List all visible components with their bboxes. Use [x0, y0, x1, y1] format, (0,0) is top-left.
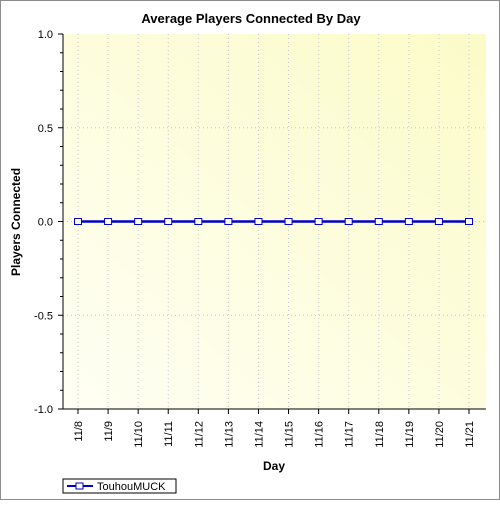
data-point	[434, 218, 443, 225]
legend: TouhouMUCK	[62, 478, 177, 494]
x-tick-label: 11/8	[73, 421, 85, 442]
data-point	[465, 218, 473, 225]
y-tick-label: -0.5	[34, 310, 53, 322]
x-tick-label: 11/10	[133, 421, 145, 448]
data-point	[284, 218, 293, 225]
legend-label: TouhouMUCK	[97, 481, 166, 493]
y-tick-label: 1.0	[38, 29, 53, 41]
chart-title: Average Players Connected By Day	[141, 11, 361, 26]
data-point	[224, 218, 233, 225]
x-tick-label: 11/16	[314, 421, 326, 448]
data-point	[104, 218, 113, 225]
x-tick-label: 11/21	[464, 421, 476, 448]
data-point	[374, 218, 383, 225]
x-axis-ticks: 11/8 11/9 11/10 11/11 11/12 11/13 11/14 11/15 11…	[73, 409, 476, 448]
data-point	[254, 218, 263, 225]
data-point	[194, 218, 203, 225]
y-axis-title: Players Connected	[9, 168, 23, 276]
data-point	[404, 218, 413, 225]
y-tick-label: 0.0	[38, 217, 53, 229]
data-point	[314, 218, 323, 225]
data-point	[344, 218, 353, 225]
x-tick-label: 11/14	[253, 421, 265, 448]
y-axis-ticks: 1.0 0.5 0.0 -0.5 -1.0	[34, 29, 63, 416]
y-tick-label: 0.5	[38, 123, 53, 135]
x-tick-label: 11/18	[374, 421, 386, 448]
x-tick-label: 11/15	[284, 421, 296, 448]
y-tick-label: -1.0	[34, 404, 53, 416]
x-tick-label: 11/17	[344, 421, 356, 448]
series-layer	[74, 218, 473, 225]
legend-series-marker	[75, 482, 84, 490]
x-tick-label: 11/12	[193, 421, 205, 448]
x-axis-title: Day	[263, 459, 285, 473]
data-point	[74, 218, 82, 225]
x-tick-label: 11/9	[103, 421, 115, 442]
data-point	[164, 218, 173, 225]
x-tick-label: 11/19	[404, 421, 416, 448]
legend-box	[62, 478, 177, 494]
grid-lines	[63, 34, 486, 409]
x-tick-label: 11/11	[163, 421, 175, 447]
x-tick-label: 11/13	[223, 421, 235, 448]
data-point	[134, 218, 143, 225]
x-tick-label: 11/20	[434, 421, 446, 448]
